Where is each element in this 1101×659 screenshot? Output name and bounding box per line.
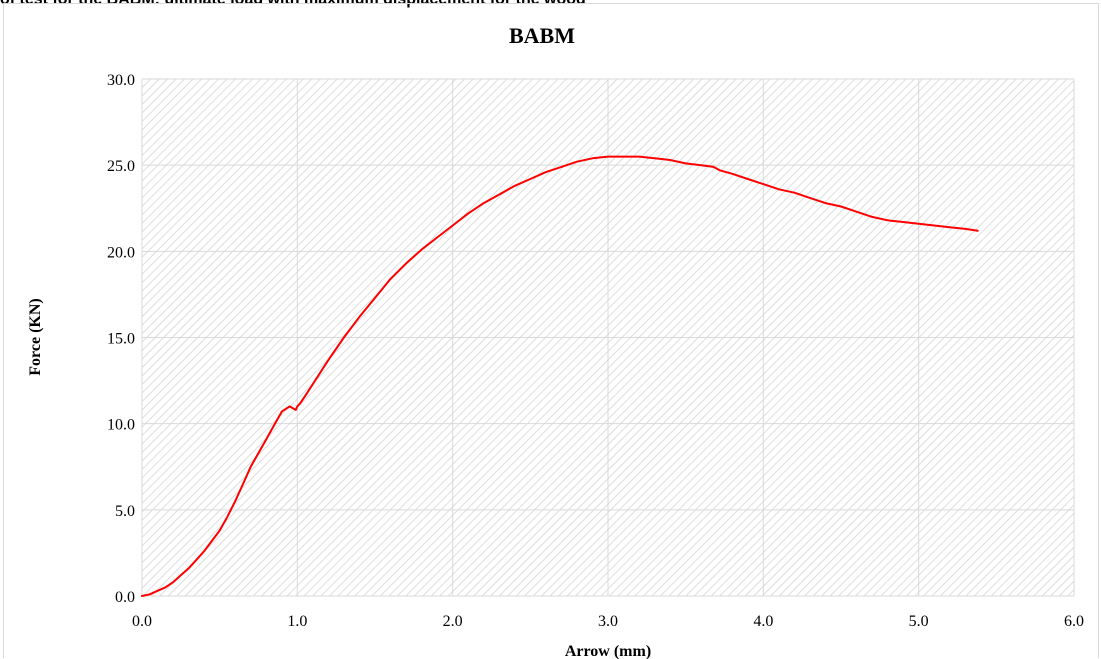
x-axis-label: Arrow (mm) bbox=[565, 643, 651, 659]
chart-title: BABM bbox=[509, 23, 575, 48]
x-tick-label: 4.0 bbox=[753, 613, 773, 630]
x-tick-label: 5.0 bbox=[909, 613, 929, 630]
x-tick-label: 0.0 bbox=[132, 613, 152, 630]
y-tick-label: 30.0 bbox=[107, 72, 135, 89]
y-axis-ticks: 0.0 5.0 10.0 15.0 20.0 25.0 30.0 bbox=[107, 72, 135, 606]
y-tick-label: 25.0 bbox=[107, 158, 135, 175]
x-tick-label: 6.0 bbox=[1064, 613, 1084, 630]
y-tick-label: 15.0 bbox=[107, 331, 135, 348]
x-tick-label: 1.0 bbox=[287, 613, 307, 630]
grid-lines bbox=[141, 78, 1075, 597]
y-tick-label: 20.0 bbox=[107, 244, 135, 261]
x-tick-label: 3.0 bbox=[598, 613, 618, 630]
x-axis-ticks: 0.0 1.0 2.0 3.0 4.0 5.0 6.0 bbox=[132, 613, 1084, 630]
y-axis-label: Force (KN) bbox=[27, 298, 44, 375]
series-group bbox=[141, 155, 979, 597]
x-tick-label: 2.0 bbox=[443, 613, 463, 630]
y-tick-label: 10.0 bbox=[107, 417, 135, 434]
y-tick-label: 0.0 bbox=[115, 589, 135, 606]
y-tick-label: 5.0 bbox=[115, 503, 135, 520]
top-caption: of test for the BABM: ultimate load with… bbox=[0, 0, 586, 9]
force-series-line bbox=[141, 155, 979, 597]
chart-frame bbox=[3, 3, 1099, 658]
